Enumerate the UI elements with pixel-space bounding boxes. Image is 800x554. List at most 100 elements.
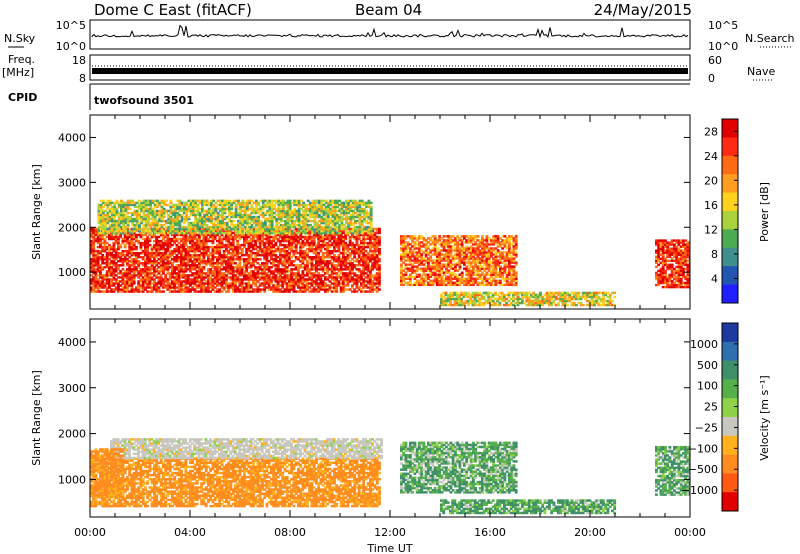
power-cell: [110, 235, 114, 239]
power-cell: [375, 229, 379, 233]
power-cell: [258, 235, 262, 239]
power-cell: [375, 288, 379, 291]
power-cell: [256, 268, 260, 271]
power-cell: [400, 277, 403, 280]
power-cell: [344, 245, 348, 249]
power-cell: [299, 249, 303, 253]
power-cell: [194, 213, 198, 217]
power-cell: [402, 253, 406, 256]
power-cell: [220, 258, 224, 261]
power-cell: [146, 237, 150, 241]
power-cell: [317, 241, 321, 245]
power-cell: [349, 223, 353, 227]
power-cell: [245, 284, 249, 287]
power-cell: [243, 274, 246, 277]
power-cell: [155, 262, 159, 265]
power-cell: [113, 215, 117, 219]
power-cell: [148, 278, 152, 281]
power-cell: [171, 264, 174, 267]
power-cell: [411, 253, 415, 256]
power-cell: [108, 219, 112, 223]
power-cell: [124, 203, 128, 207]
power-cell: [288, 286, 291, 289]
power-cell: [292, 274, 296, 277]
power-cell: [310, 284, 314, 287]
power-cell: [252, 227, 255, 231]
power-cell: [306, 239, 309, 243]
power-cell: [267, 249, 271, 253]
power-cell: [155, 229, 159, 233]
power-cell: [180, 270, 183, 273]
power-cell: [256, 251, 260, 255]
power-cell: [94, 231, 98, 235]
power-cell: [141, 284, 145, 287]
power-cell: [356, 215, 360, 219]
power-cell: [324, 199, 328, 203]
power-cell: [315, 211, 319, 215]
power-cell: [126, 225, 130, 229]
power-cell: [187, 217, 191, 221]
power-cell: [135, 221, 139, 225]
power-cell: [261, 276, 264, 279]
power-cell: [340, 215, 344, 219]
power-cell: [153, 266, 156, 269]
power-cell: [250, 223, 254, 227]
power-cell: [273, 199, 276, 203]
power-cell: [344, 280, 348, 283]
power-cell: [144, 288, 147, 291]
power-cell: [99, 243, 102, 247]
power-cell: [288, 199, 292, 203]
power-cell: [112, 260, 116, 263]
power-cell: [138, 203, 141, 207]
power-cell: [318, 213, 321, 217]
power-cell: [355, 249, 359, 253]
power-cell: [291, 225, 294, 229]
power-cell: [302, 201, 306, 205]
power-cell: [267, 260, 271, 263]
power-cell: [213, 270, 217, 273]
power-cell: [279, 253, 282, 257]
power-cell: [246, 199, 249, 203]
power-cell: [96, 274, 100, 277]
power-cell: [180, 286, 183, 289]
power-cell: [306, 209, 310, 213]
power-cell: [92, 262, 96, 265]
power-cell: [225, 284, 228, 287]
power-cell: [339, 262, 343, 265]
power-cell: [140, 203, 144, 207]
power-cell: [148, 270, 152, 273]
power-cell: [236, 253, 240, 257]
power-cell: [333, 229, 337, 233]
power-cell: [270, 235, 273, 239]
power-cell: [346, 288, 350, 291]
power-cell: [180, 201, 184, 205]
power-cell: [191, 241, 195, 245]
power-cell: [207, 286, 210, 289]
power-cell: [198, 280, 201, 283]
power-cell: [378, 274, 381, 277]
power-cell: [315, 264, 318, 267]
power-cell: [319, 264, 323, 267]
power-cell: [97, 227, 101, 231]
power-cell: [402, 241, 406, 244]
power-cell: [357, 280, 361, 283]
power-cell: [106, 207, 110, 211]
power-cell: [135, 253, 138, 257]
power-cell: [193, 268, 197, 271]
power-cell: [348, 280, 352, 283]
power-cell: [130, 290, 134, 293]
power-cell: [312, 272, 316, 275]
power-cell: [358, 215, 362, 219]
power-cell: [342, 251, 345, 255]
power-cell: [297, 201, 301, 205]
power-cell: [272, 253, 276, 257]
power-cell: [279, 247, 282, 251]
power-cell: [162, 201, 166, 205]
power-cell: [153, 235, 156, 239]
power-cell: [171, 258, 174, 261]
power-cell: [335, 256, 339, 259]
power-cell: [141, 280, 145, 283]
power-cell: [92, 264, 96, 267]
power-cell: [308, 233, 312, 237]
power-cell: [333, 207, 337, 211]
